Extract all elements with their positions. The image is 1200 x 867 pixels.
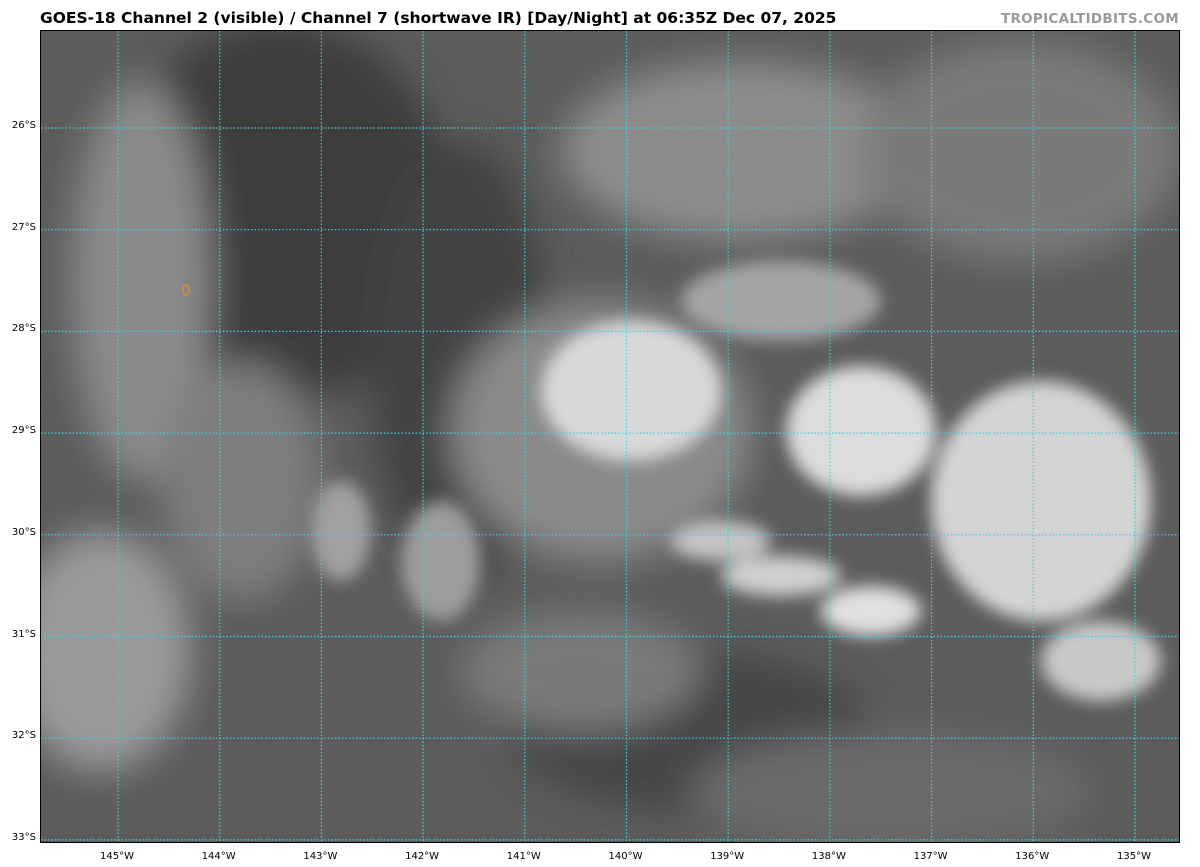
- latitude-label: 27°S: [11, 221, 36, 233]
- map-title: GOES-18 Channel 2 (visible) / Channel 7 …: [40, 9, 837, 27]
- latitude-label: 31°S: [11, 628, 36, 640]
- longitude-label: 142°W: [405, 851, 440, 862]
- source-credit: TROPICALTIDBITS.COM: [1000, 11, 1179, 27]
- longitude-label: 140°W: [608, 851, 643, 862]
- longitude-label: 136°W: [1015, 851, 1050, 862]
- latitude-label: 30°S: [11, 526, 36, 538]
- cloud-imagery: [41, 31, 1179, 842]
- longitude-label: 144°W: [201, 851, 236, 862]
- storm-center-marker: [182, 284, 190, 296]
- longitude-label: 143°W: [303, 851, 338, 862]
- longitude-label: 135°W: [1117, 851, 1151, 862]
- longitude-label: 145°W: [100, 851, 134, 862]
- latitude-label: 26°S: [11, 120, 36, 131]
- longitude-label: 141°W: [506, 851, 541, 862]
- latitude-label: 32°S: [11, 730, 36, 742]
- satellite-image: [40, 30, 1180, 843]
- longitude-label: 138°W: [811, 851, 846, 862]
- longitude-label: 139°W: [710, 851, 745, 862]
- latitude-label: 29°S: [11, 425, 36, 437]
- graticule: [41, 31, 1179, 842]
- latitude-label: 28°S: [11, 323, 36, 335]
- longitude-label: 137°W: [913, 851, 948, 862]
- latitude-label: 33°S: [11, 831, 36, 843]
